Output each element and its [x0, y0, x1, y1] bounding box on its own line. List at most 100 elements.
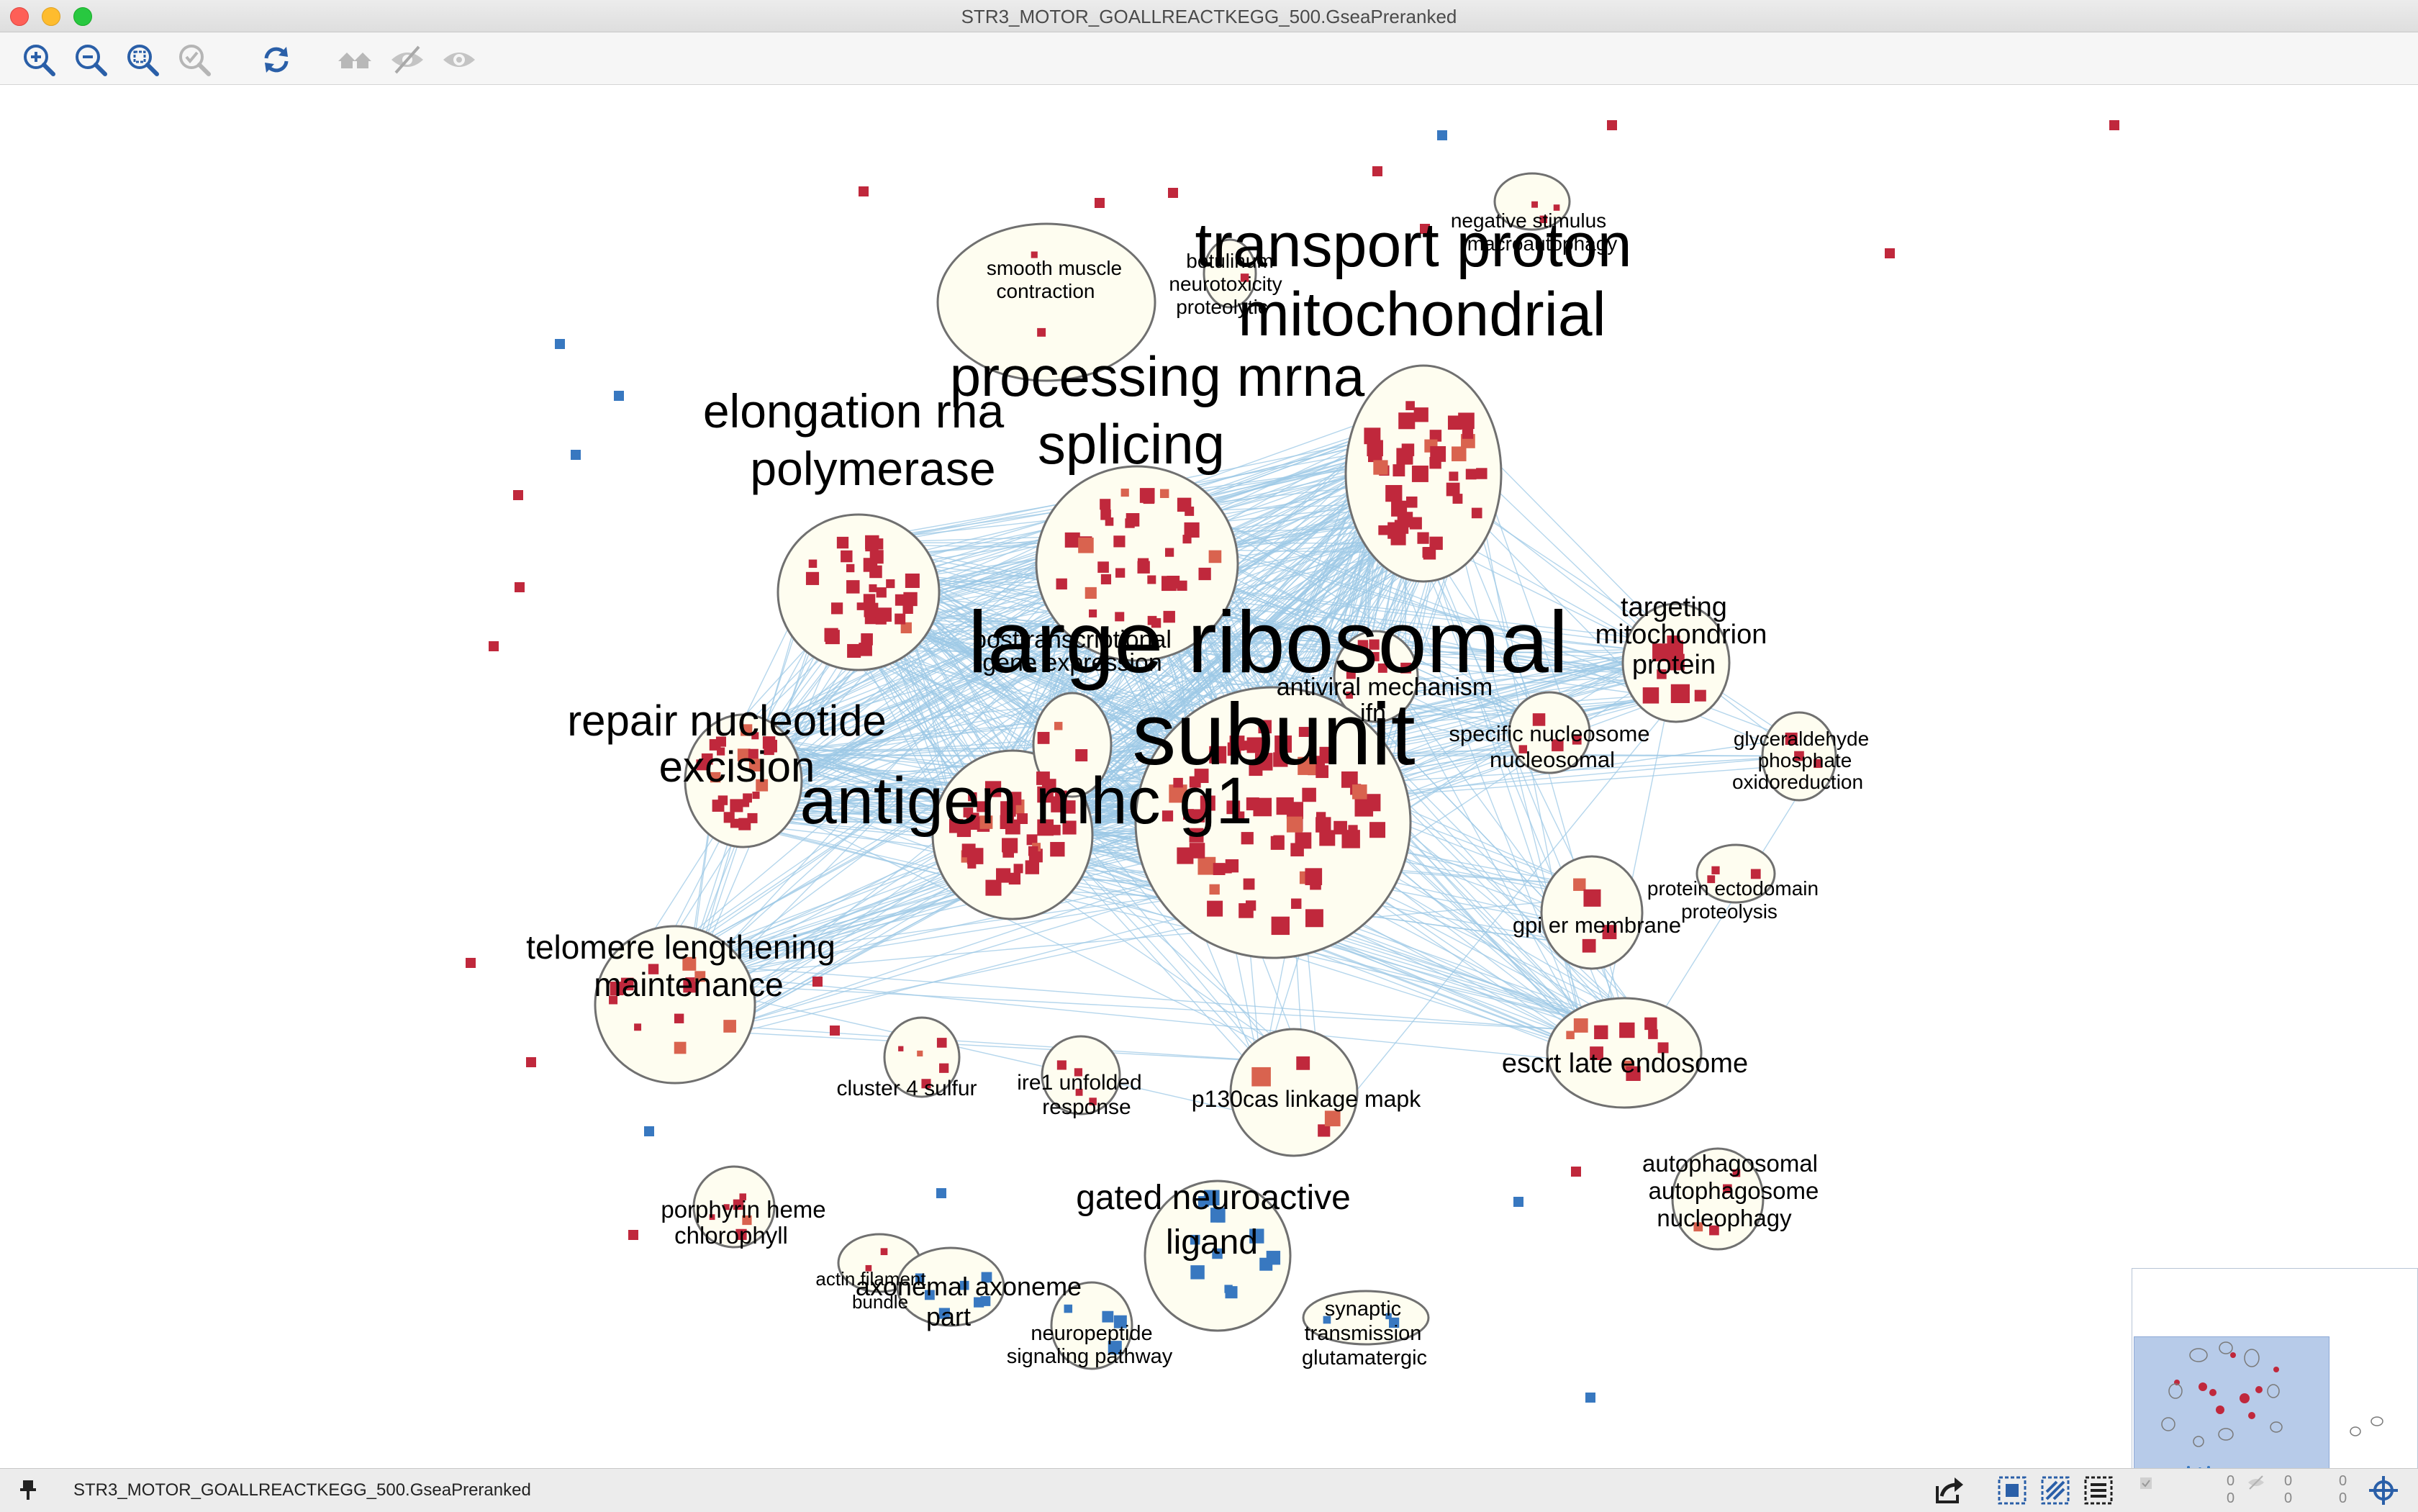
network-node[interactable] — [1671, 684, 1690, 703]
network-node[interactable] — [1147, 576, 1156, 584]
network-node[interactable] — [1287, 817, 1303, 833]
network-node[interactable] — [466, 958, 476, 968]
network-node[interactable] — [1014, 864, 1023, 873]
network-node[interactable] — [846, 580, 859, 593]
network-node[interactable] — [962, 843, 976, 857]
network-node[interactable] — [644, 1126, 654, 1136]
network-node[interactable] — [876, 614, 887, 625]
network-node[interactable] — [1207, 901, 1223, 917]
network-node[interactable] — [1054, 722, 1062, 730]
network-node[interactable] — [1348, 825, 1357, 834]
select-annotations-icon[interactable] — [2083, 1475, 2114, 1506]
zoom-out-button[interactable] — [71, 40, 111, 80]
pin-icon[interactable] — [16, 1477, 40, 1502]
network-node[interactable] — [1643, 687, 1659, 703]
network-node[interactable] — [555, 339, 565, 349]
network-node[interactable] — [1138, 558, 1149, 569]
network-node[interactable] — [870, 550, 884, 563]
network-node[interactable] — [1182, 535, 1191, 543]
network-node[interactable] — [1352, 784, 1367, 800]
network-node[interactable] — [1102, 1311, 1113, 1323]
home-button[interactable] — [335, 40, 376, 80]
network-node[interactable] — [1316, 812, 1326, 821]
locate-icon[interactable] — [2368, 1475, 2399, 1506]
network-node[interactable] — [1369, 822, 1385, 838]
network-node[interactable] — [513, 490, 523, 500]
network-node[interactable] — [837, 537, 848, 548]
network-node[interactable] — [1513, 1197, 1523, 1207]
network-node[interactable] — [1396, 448, 1413, 465]
network-node[interactable] — [1648, 1029, 1658, 1039]
network-node[interactable] — [1057, 1060, 1067, 1069]
network-node[interactable] — [1453, 494, 1463, 504]
zoom-fit-button[interactable] — [122, 40, 163, 80]
enrichment-map[interactable]: transport proton mitochondrial processin… — [0, 85, 2418, 1468]
network-node[interactable] — [1168, 188, 1178, 198]
network-node[interactable] — [1437, 130, 1447, 140]
network-node[interactable] — [895, 594, 907, 606]
network-node[interactable] — [898, 1046, 903, 1051]
network-node[interactable] — [1412, 466, 1428, 482]
network-node[interactable] — [937, 1038, 947, 1048]
network-node[interactable] — [1449, 471, 1458, 481]
network-node[interactable] — [718, 795, 728, 805]
network-node[interactable] — [1002, 838, 1018, 853]
network-node[interactable] — [1305, 909, 1323, 927]
network-node[interactable] — [515, 582, 525, 592]
network-node[interactable] — [1372, 166, 1382, 176]
network-node[interactable] — [841, 551, 852, 562]
network-node[interactable] — [614, 391, 624, 401]
network-node[interactable] — [1209, 551, 1222, 563]
network-node[interactable] — [1571, 1167, 1581, 1177]
network-node[interactable] — [1333, 821, 1347, 835]
network-node[interactable] — [1101, 574, 1111, 584]
network-node[interactable] — [1458, 412, 1475, 429]
network-node[interactable] — [1197, 857, 1215, 875]
select-edges-icon[interactable] — [2039, 1475, 2071, 1506]
network-node[interactable] — [895, 614, 905, 625]
network-node[interactable] — [1272, 917, 1290, 935]
network-node[interactable] — [1177, 581, 1187, 591]
network-node[interactable] — [859, 186, 869, 196]
network-node[interactable] — [1414, 407, 1428, 422]
network-node[interactable] — [2109, 120, 2119, 130]
refresh-button[interactable] — [256, 40, 296, 80]
network-node[interactable] — [1644, 1018, 1657, 1030]
network-node[interactable] — [1259, 1258, 1272, 1271]
network-node[interactable] — [1291, 899, 1301, 909]
network-node[interactable] — [1406, 497, 1418, 508]
network-node[interactable] — [1367, 440, 1383, 456]
network-node[interactable] — [861, 633, 873, 646]
zoom-selected-button[interactable] — [174, 40, 214, 80]
network-node[interactable] — [806, 572, 819, 585]
network-node[interactable] — [1310, 879, 1321, 890]
network-node[interactable] — [809, 560, 818, 569]
network-node[interactable] — [731, 800, 742, 811]
network-node[interactable] — [1582, 939, 1596, 953]
network-node[interactable] — [1583, 889, 1600, 907]
network-node[interactable] — [812, 977, 823, 987]
network-node[interactable] — [1037, 328, 1046, 337]
network-node[interactable] — [1078, 538, 1094, 553]
network-node[interactable] — [1064, 1305, 1073, 1313]
network-node[interactable] — [1271, 836, 1285, 850]
network-node[interactable] — [1695, 690, 1706, 702]
network-node[interactable] — [872, 538, 883, 549]
network-overview-panel[interactable] — [2132, 1268, 2418, 1468]
network-node[interactable] — [738, 818, 751, 830]
network-node[interactable] — [1244, 879, 1255, 890]
network-node[interactable] — [1162, 576, 1177, 591]
network-node[interactable] — [489, 641, 499, 651]
network-node[interactable] — [1296, 1056, 1310, 1070]
network-node[interactable] — [1373, 460, 1387, 474]
network-node[interactable] — [1393, 464, 1405, 476]
network-node[interactable] — [1452, 446, 1466, 461]
network-node[interactable] — [1619, 1023, 1634, 1038]
network-node[interactable] — [905, 574, 920, 588]
show-button[interactable] — [439, 40, 479, 80]
network-node[interactable] — [571, 450, 581, 460]
network-canvas[interactable]: transport proton mitochondrial processin… — [0, 85, 2418, 1468]
network-node[interactable] — [847, 644, 861, 658]
network-node[interactable] — [1190, 1265, 1204, 1279]
network-node[interactable] — [1417, 533, 1428, 544]
